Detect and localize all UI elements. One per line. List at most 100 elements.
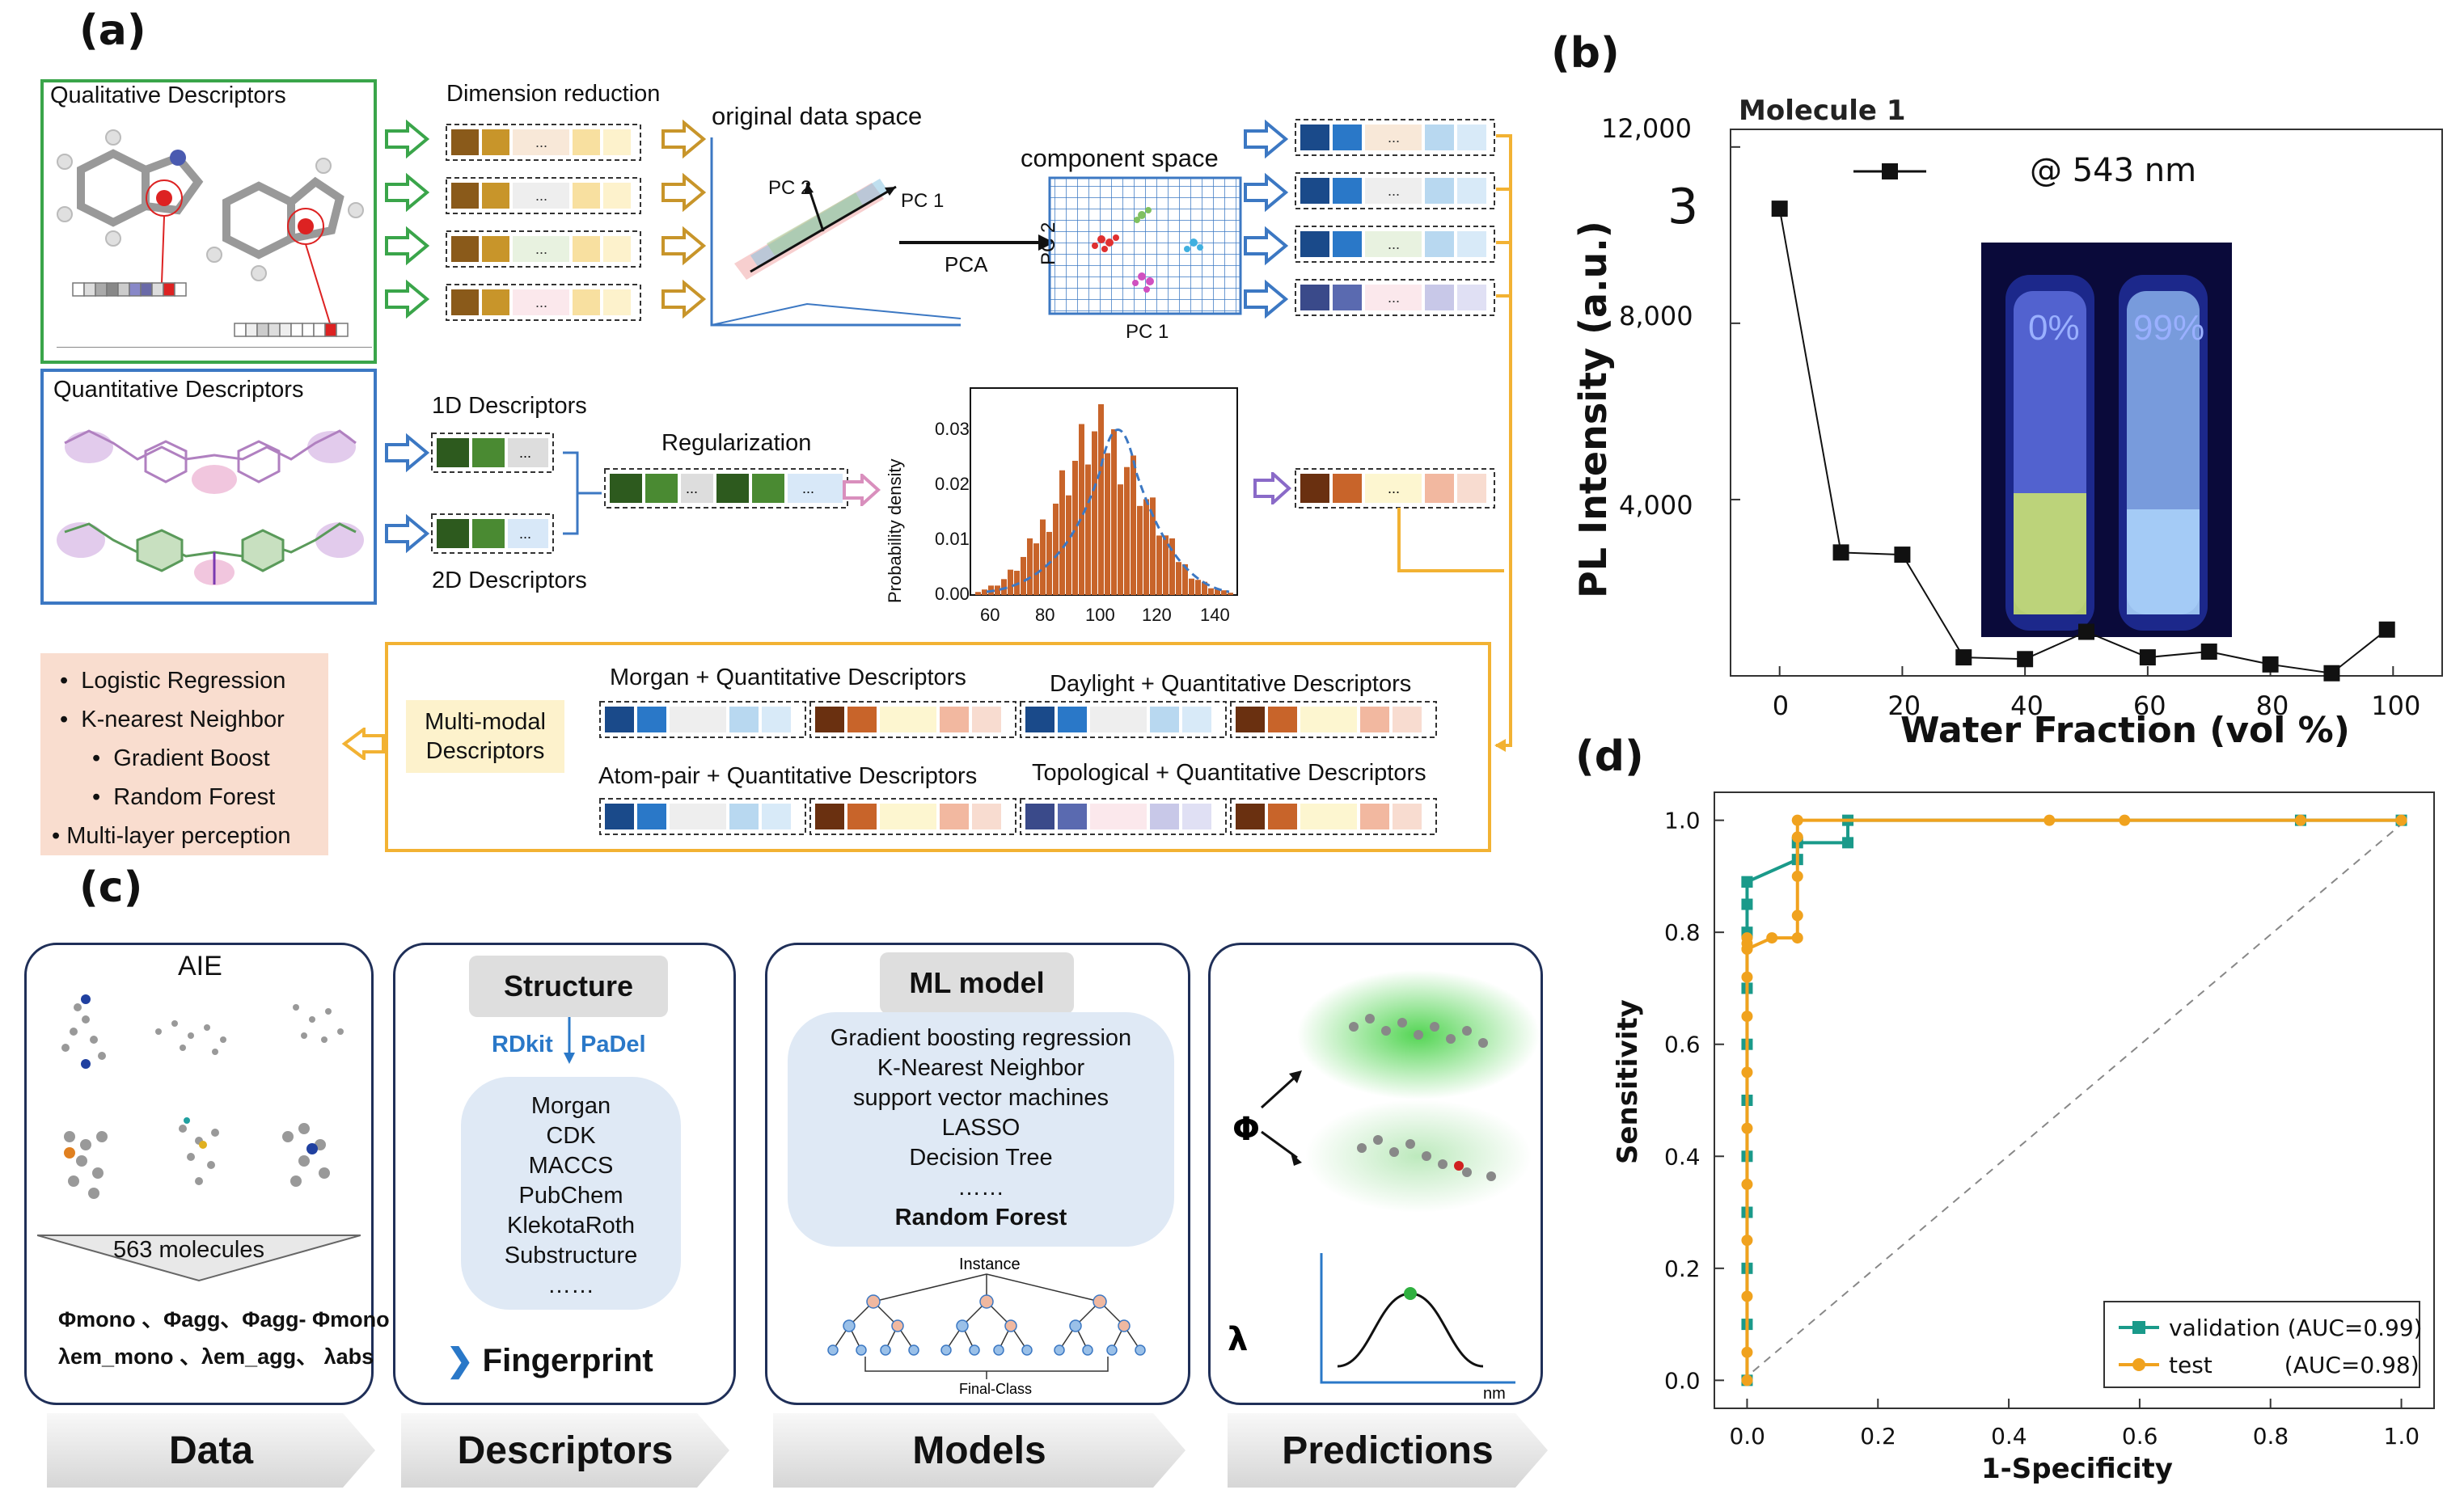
model-item: • Random Forest (92, 784, 276, 810)
desc-2d-label: 2D Descriptors (432, 568, 587, 593)
roc-point (1741, 1122, 1753, 1134)
strip-cell (670, 707, 726, 732)
strip-cell (1058, 707, 1087, 732)
pl-point (2200, 644, 2217, 661)
instance-label: Instance (959, 1256, 1021, 1273)
b-xtick: 60 (2133, 690, 2166, 721)
combo-daylight: Daylight + Quantitative Descriptors (1050, 671, 1412, 697)
hist-bar (1202, 581, 1207, 595)
roc-point (1741, 971, 1753, 983)
strip-cell (972, 804, 1001, 829)
strip-cell (1393, 804, 1422, 829)
b-ytick-1: 8,000 (1619, 301, 1693, 331)
strip-cell (729, 707, 759, 732)
roc-point (1741, 1374, 1753, 1386)
panel-label-c: (c) (79, 863, 143, 912)
hist-bar (1105, 453, 1110, 595)
hist-bar (1124, 466, 1130, 595)
multimodal-box (385, 642, 1491, 852)
orange-arrow (341, 728, 385, 760)
strip-cell (637, 707, 666, 732)
roc-xtick: 1.0 (2384, 1423, 2420, 1450)
hist-bar (1228, 593, 1233, 595)
chart-b-legend: @ 543 nm (2030, 152, 2196, 189)
pl-point (1771, 200, 1788, 217)
roc-point (1741, 943, 1753, 955)
roc-ylabel: Sensitivity (1612, 999, 1644, 1164)
combo-topological: Topological + Quantitative Descriptors (1032, 760, 1426, 786)
roc-point (2043, 814, 2056, 826)
roc-point (1842, 837, 1854, 849)
roc-point (1741, 932, 1753, 944)
hist-bar (1150, 497, 1156, 595)
component-space-plot: PC 2 PC 1 (1038, 176, 1242, 343)
step-descriptors: Descriptors (401, 1413, 729, 1488)
b-xtick: 20 (1887, 690, 1921, 721)
svg-text:...: ... (1388, 129, 1400, 146)
models-box (40, 653, 328, 855)
legend-test: test (AUC=0.98) (2169, 1352, 2420, 1378)
nm-label: nm (1483, 1385, 1506, 1399)
strip-cell (815, 707, 844, 732)
hist-xtick-1: 80 (1035, 605, 1054, 625)
component-strips: ............ (1295, 119, 1495, 316)
hist-ylabel: Probability density (885, 458, 905, 603)
roc-point (2294, 814, 2306, 826)
target-properties-1: Φmono 、Φagg、Φagg- Φmono (58, 1307, 390, 1332)
b-ytick-2: 3 (1667, 179, 1698, 235)
hist-bar (1085, 464, 1091, 595)
fingerprint-label: ❯ Fingerprint (446, 1343, 653, 1378)
hist-xtick-2: 100 (1085, 605, 1115, 625)
blue-arrows (1244, 120, 1289, 319)
svg-text:...: ... (535, 188, 547, 204)
pl-point (2017, 651, 2034, 668)
quantitative-molecules (57, 429, 364, 585)
step-models: Models (773, 1413, 1186, 1488)
padel-label: PaDel (581, 1032, 646, 1057)
multimodal-strips (599, 701, 1437, 835)
fingerprint-list: Morgan CDK MACCS PubChem KlekotaRoth Substruc… (461, 1077, 681, 1310)
roc-point (2119, 814, 2131, 826)
b-xtick: 0 (1773, 690, 1789, 721)
hist-bar (1027, 538, 1033, 595)
model-item: • Gradient Boost (92, 745, 270, 771)
strip-cell (1236, 804, 1265, 829)
roc-point (1741, 1346, 1753, 1358)
dimension-reduction-label: Dimension reduction (446, 81, 661, 107)
strip-cell (762, 707, 791, 732)
panel-label-a: (a) (79, 6, 146, 55)
strip-cell (1058, 804, 1087, 829)
strip-cell (670, 804, 726, 829)
roc-xtick: 0.8 (2253, 1423, 2289, 1450)
ml-model-pill: ML model (880, 952, 1074, 1014)
hist-bar (1111, 428, 1117, 595)
hist-bar (1008, 569, 1013, 595)
strip-cell (1236, 707, 1265, 732)
hist-bar (1169, 538, 1175, 595)
hist-bar (1098, 404, 1104, 595)
roc-point (1791, 932, 1803, 944)
roc-point (1741, 876, 1753, 888)
models-list: • Logistic Regression • K-nearest Neighb… (49, 661, 323, 855)
hist-bar (1021, 556, 1026, 595)
model-item: • Logistic Regression (60, 668, 286, 694)
roc-point (1741, 1290, 1753, 1302)
svg-text:...: ... (535, 241, 547, 257)
combo-morgan: Morgan + Quantitative Descriptors (610, 665, 966, 690)
hist-bar (1033, 543, 1039, 595)
hist-xtick-0: 60 (980, 605, 1000, 625)
hist-ytick-2: 0.02 (935, 474, 970, 494)
legend-marker (1882, 163, 1898, 179)
roc-chart: 0.0 0.0 0.2 0.2 0.4 0.4 0.6 0.6 0.8 0.8 1.0 1.0 val… (1612, 791, 2435, 1485)
predictions-illustration: Φ λ nm (1228, 970, 1540, 1399)
rdkit-label: RDkit (492, 1032, 553, 1057)
svg-text:...: ... (1388, 236, 1400, 252)
random-forest-diagram: Instance Final-Class (827, 1256, 1146, 1397)
pl-point (1955, 649, 1972, 666)
roc-point (1741, 1066, 1753, 1078)
quantitative-title: Quantitative Descriptors (53, 377, 304, 403)
final-class-label: Final-Class (959, 1381, 1032, 1397)
hist-ytick-1: 0.01 (935, 529, 970, 549)
probability-histogram: 0.00 0.01 0.02 0.03 60 80 100 120 140 Pr… (885, 387, 1238, 625)
ml-list: Gradient boosting regression K-Nearest Ne… (788, 1012, 1174, 1247)
